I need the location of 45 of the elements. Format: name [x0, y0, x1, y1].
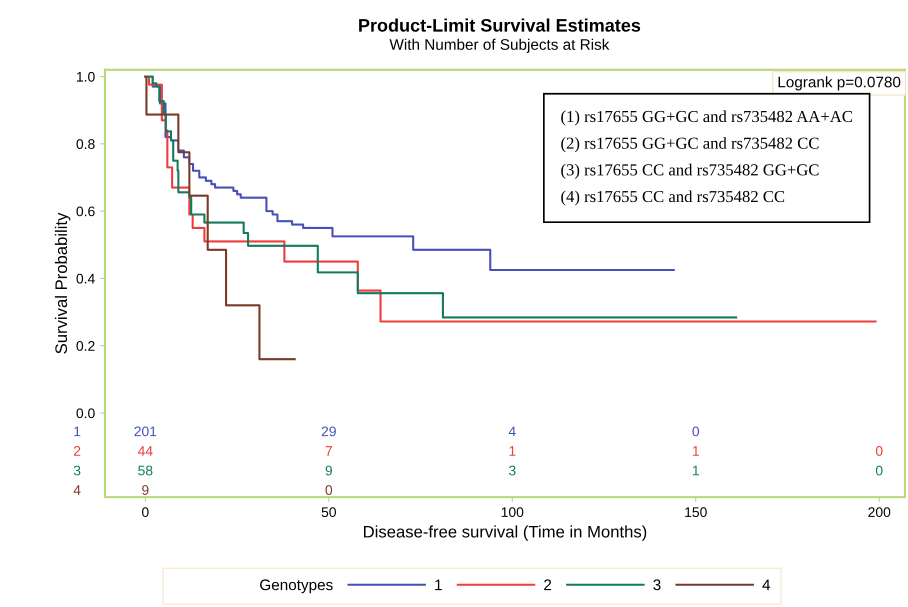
x-tick-label: 150 — [685, 507, 707, 518]
y-tick-label: 0.0 — [76, 408, 95, 418]
annotation: 1 — [692, 466, 699, 476]
chart-subtitle: With Number of Subjects at Risk — [390, 38, 610, 53]
x-tick-label: 0 — [142, 507, 149, 518]
text: 4 — [74, 485, 81, 495]
annotation: (1) rs17655 GG+GC and rs735482 AA+AC — [561, 110, 852, 126]
y-tick-label: 1.0 — [76, 72, 95, 82]
text: 3 — [74, 466, 80, 476]
legend-title: Genotypes — [260, 579, 333, 594]
chart-title: Product-Limit Survival Estimates — [359, 18, 640, 32]
annotation: 3 — [508, 466, 516, 476]
text: 1 — [74, 426, 80, 436]
y-tick-label: 0.2 — [76, 341, 95, 351]
y-tick-label: 0.8 — [76, 139, 95, 149]
annotation: 4 — [508, 426, 516, 436]
x-tick-label: 200 — [868, 507, 890, 518]
legend-label: 2 — [544, 579, 552, 590]
annotation: 9 — [326, 466, 332, 476]
y-tick-label: 0.6 — [76, 206, 95, 216]
annotation: Logrank p=0.0780 — [778, 76, 900, 90]
annotation: (4) rs17655 CC and rs735482 CC — [561, 190, 784, 206]
annotation: 7 — [326, 446, 332, 456]
legend-label: 4 — [762, 580, 770, 590]
annotation: (3) rs17655 CC and rs735482 GG+GC — [561, 164, 819, 179]
annotation: 0 — [876, 466, 883, 476]
annotation: 9 — [142, 485, 149, 495]
annotation: 201 — [134, 426, 156, 436]
legend-label: 1 — [435, 580, 442, 590]
annotation: 1 — [509, 446, 516, 456]
annotation: 44 — [138, 446, 153, 456]
y-tick-label: 0.4 — [76, 274, 95, 284]
annotation: 1 — [692, 446, 699, 456]
annotation: 58 — [138, 466, 152, 476]
text: 2 — [74, 446, 80, 456]
legend-label: 3 — [653, 579, 661, 590]
annotation: 0 — [692, 426, 700, 436]
annotation: 0 — [325, 485, 332, 495]
x-tick-label: 50 — [322, 507, 336, 518]
annotation: (2) rs17655 GG+GC and rs735482 CC — [561, 137, 819, 152]
y-axis-title: Survival Probability — [54, 212, 70, 354]
x-axis-title: Disease-free survival (Time in Months) — [364, 525, 646, 541]
annotation: 29 — [322, 426, 336, 436]
x-tick-label: 100 — [502, 507, 524, 518]
annotation: 0 — [876, 446, 883, 456]
